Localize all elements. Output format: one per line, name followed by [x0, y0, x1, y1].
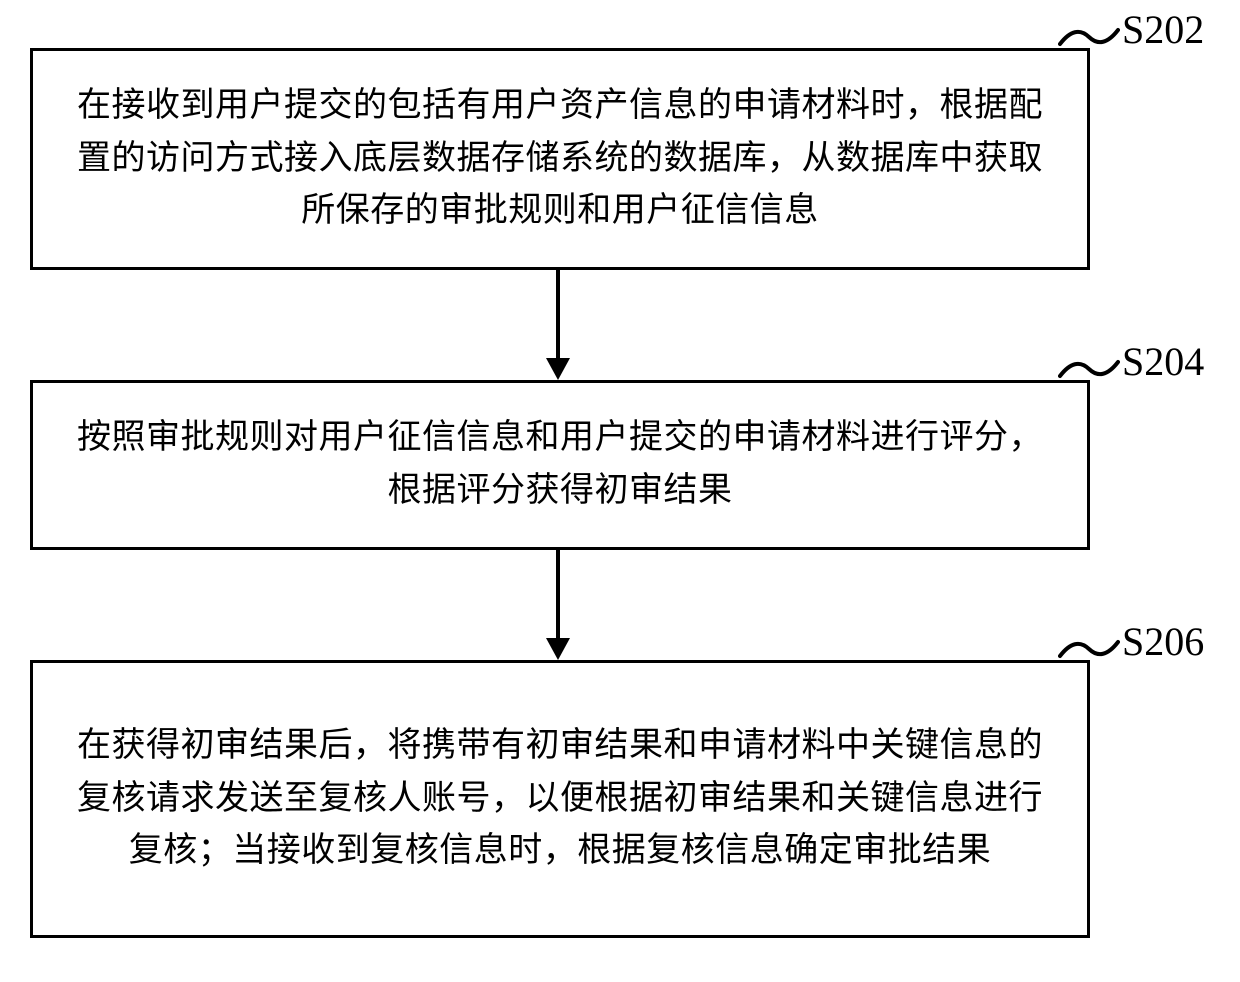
arrow-s202-to-s204 [556, 270, 560, 360]
flowchart-canvas: 在接收到用户提交的包括有用户资产信息的申请材料时，根据配置的访问方式接入底层数据… [0, 0, 1240, 982]
step-box-s206: 在获得初审结果后，将携带有初审结果和申请材料中关键信息的复核请求发送至复核人账号… [30, 660, 1090, 938]
step-text-s204: 按照审批规则对用户征信信息和用户提交的申请材料进行评分，根据评分获得初审结果 [61, 412, 1059, 517]
tilde-mark-s204 [1058, 356, 1120, 382]
step-box-s204: 按照审批规则对用户征信信息和用户提交的申请材料进行评分，根据评分获得初审结果 [30, 380, 1090, 550]
arrow-head-s202-to-s204 [546, 358, 570, 380]
step-label-s202: S202 [1122, 6, 1204, 53]
step-text-s202: 在接收到用户提交的包括有用户资产信息的申请材料时，根据配置的访问方式接入底层数据… [61, 80, 1059, 238]
step-label-s206: S206 [1122, 618, 1204, 665]
arrow-head-s204-to-s206 [546, 638, 570, 660]
step-text-s206: 在获得初审结果后，将携带有初审结果和申请材料中关键信息的复核请求发送至复核人账号… [61, 720, 1059, 878]
step-box-s202: 在接收到用户提交的包括有用户资产信息的申请材料时，根据配置的访问方式接入底层数据… [30, 48, 1090, 270]
tilde-mark-s202 [1058, 24, 1120, 50]
step-label-s204: S204 [1122, 338, 1204, 385]
arrow-s204-to-s206 [556, 550, 560, 640]
tilde-mark-s206 [1058, 636, 1120, 662]
